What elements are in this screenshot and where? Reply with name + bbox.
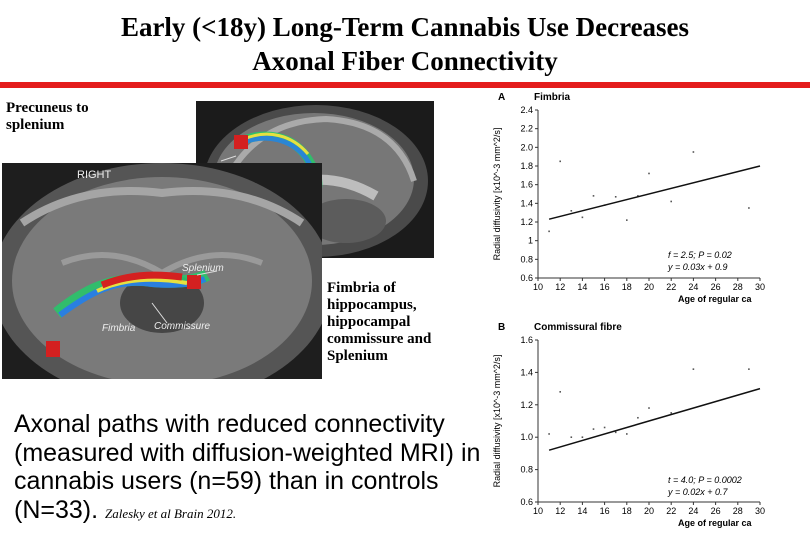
y-tick-label: 1.6 (520, 180, 533, 190)
y-axis-label: Radial diffusivity [x10^-3 mm^2/s] (492, 128, 502, 261)
data-point (581, 436, 584, 438)
brain-label-fimbria: Fimbria (102, 323, 136, 334)
data-point (614, 196, 617, 198)
x-tick-label: 10 (533, 282, 543, 292)
y-tick-label: 0.6 (520, 273, 533, 283)
data-point (581, 216, 584, 219)
data-point (548, 230, 550, 233)
data-point (626, 433, 628, 435)
data-point (748, 368, 750, 370)
x-tick-label: 12 (555, 282, 565, 292)
chart-fimbria-svg: A Fimbria 0.6 0.8 1 1.2 1.4 1.6 1.8 2.0 2.2 2.4 10 12… (492, 92, 765, 304)
data-point (748, 207, 750, 209)
x-tick-label: 16 (600, 282, 610, 292)
x-tick-label: 20 (644, 282, 654, 292)
y-tick-label: 1.8 (520, 161, 533, 171)
x-tick-label: 18 (622, 282, 632, 292)
y-tick-label: 0.8 (520, 465, 533, 475)
regression-line (548, 165, 761, 220)
axial-brain-image: RIGHT Splenium Fimbria Commissure (2, 163, 322, 379)
x-tick-label: 14 (577, 282, 587, 292)
title-divider (0, 82, 810, 88)
y-tick-label: 1.2 (520, 400, 533, 410)
annotation-equation: y = 0.02x + 0.7 (667, 487, 729, 497)
fimbria-label: Fimbria of hippocampus, hippocampal comm… (327, 280, 432, 364)
data-point (692, 151, 695, 153)
title-line-2: Axonal Fiber Connectivity (252, 46, 558, 76)
brain-label-right: RIGHT (77, 169, 112, 181)
chart-commissural: B Commissural fibre 0.6 0.8 1.0 1.2 1.4 1.6 10 12… (490, 316, 810, 540)
annotation-stats: f = 2.5; P = 0.02 (668, 250, 732, 260)
body-text: Axonal paths with reduced connectivity (… (14, 410, 484, 528)
data-point (637, 195, 639, 197)
x-tick-label: 28 (733, 282, 743, 292)
data-point (637, 416, 639, 419)
x-tick-label: 16 (600, 506, 610, 516)
x-tick-label: 18 (622, 506, 632, 516)
data-point (692, 368, 695, 370)
y-tick-label: 0.8 (520, 254, 533, 264)
data-point (592, 195, 595, 197)
x-tick-label: 14 (577, 506, 587, 516)
slide-title: Early (<18y) Long-Term Cannabis Use Decr… (0, 10, 810, 78)
y-tick-label: 1.4 (520, 367, 533, 377)
y-axis-label: Radial diffusivity [x10^-3 mm^2/s] (492, 355, 502, 488)
brain-label-commissure: Commissure (154, 321, 211, 332)
data-point (570, 436, 573, 438)
annotation-stats: t = 4.0; P = 0.0002 (668, 475, 742, 485)
x-tick-label: 26 (711, 282, 721, 292)
data-point (614, 431, 617, 434)
y-tick-label: 1 (528, 236, 533, 246)
annotation-equation: y = 0.03x + 0.9 (667, 262, 728, 272)
y-tick-label: 2.4 (520, 105, 533, 115)
citation: Zalesky et al Brain 2012. (105, 505, 237, 521)
data-point (626, 219, 628, 221)
chart-title: Commissural fibre (534, 322, 622, 333)
chart-commissural-svg: B Commissural fibre 0.6 0.8 1.0 1.2 1.4 1.6 10 12… (492, 322, 765, 528)
data-point (648, 407, 650, 409)
data-point (670, 200, 672, 203)
x-tick-label: 26 (711, 506, 721, 516)
data-point (648, 172, 650, 175)
chart-fimbria: A Fimbria 0.6 0.8 1 1.2 1.4 1.6 1.8 2.0 2.2 2.4 10 12… (490, 88, 810, 310)
y-tick-label: 1.0 (520, 432, 533, 442)
data-point (559, 160, 561, 163)
x-tick-label: 20 (644, 506, 654, 516)
y-tick-label: 1.2 (520, 217, 533, 227)
chart-title: Fimbria (534, 92, 571, 103)
regression-line (548, 387, 761, 451)
body-paragraph: Axonal paths with reduced connectivity (… (14, 410, 481, 524)
x-tick-label: 12 (555, 506, 565, 516)
data-point (592, 428, 595, 430)
x-tick-label: 22 (666, 282, 676, 292)
x-axis-label: Age of regular ca (678, 518, 753, 528)
data-point (548, 433, 550, 435)
data-point (670, 412, 672, 414)
x-tick-label: 22 (666, 506, 676, 516)
data-point (559, 391, 561, 393)
data-point (570, 210, 573, 212)
x-tick-label: 30 (755, 506, 765, 516)
panel-letter: A (498, 92, 505, 103)
precuneus-label: Precuneus to splenium (6, 100, 89, 133)
y-tick-label: 1.4 (520, 198, 533, 208)
panel-letter: B (498, 322, 505, 333)
data-point (603, 426, 606, 429)
y-tick-label: 2.0 (520, 142, 533, 152)
x-tick-label: 28 (733, 506, 743, 516)
x-tick-label: 24 (688, 282, 698, 292)
y-tick-label: 1.6 (520, 335, 533, 345)
brain-label-splenium: Splenium (182, 263, 224, 274)
x-tick-label: 30 (755, 282, 765, 292)
x-tick-label: 10 (533, 506, 543, 516)
y-tick-label: 2.2 (520, 124, 533, 134)
y-tick-label: 0.6 (520, 497, 533, 507)
x-axis-label: Age of regular ca (678, 294, 753, 304)
title-line-1: Early (<18y) Long-Term Cannabis Use Decr… (120, 12, 690, 42)
x-tick-label: 24 (688, 506, 698, 516)
